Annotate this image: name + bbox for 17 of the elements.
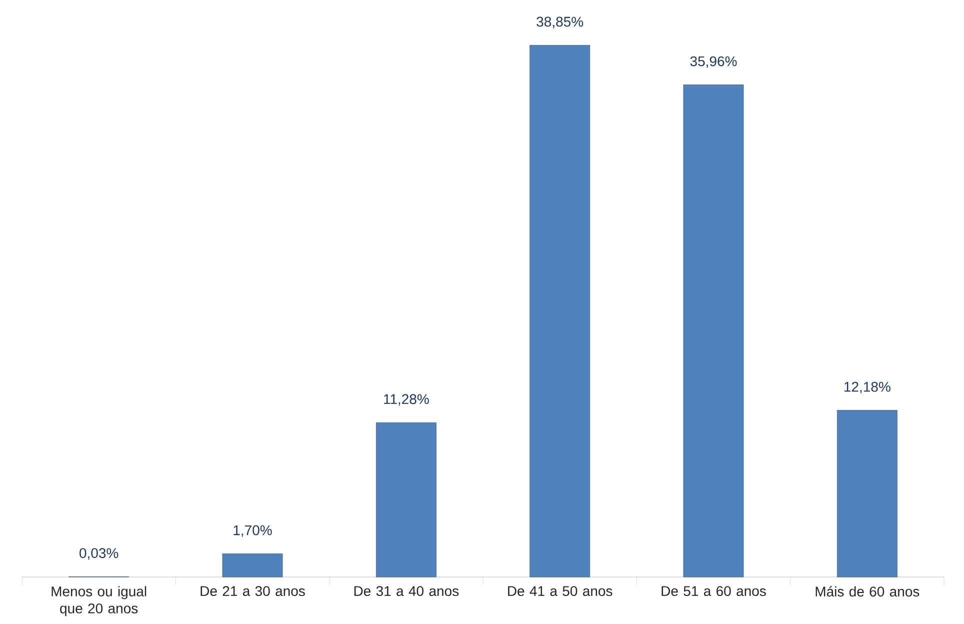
bar: [222, 554, 283, 578]
bar: [530, 44, 590, 578]
data-label: 11,28%: [384, 394, 429, 406]
x-tick-label: De 41 a 50 anos: [508, 586, 612, 596]
x-tick-label: De 31 a 40 anos: [354, 586, 459, 596]
bar: [683, 84, 744, 578]
x-tick-label: De 51 a 60 anos: [662, 586, 766, 596]
data-label: 12,18%: [844, 382, 890, 394]
data-label: 38,85%: [536, 16, 584, 28]
data-label: 1,70%: [234, 525, 272, 537]
x-tick-label: Menos ou igual que 20 anos: [52, 586, 146, 616]
bar: [836, 410, 898, 578]
x-tick-label: Máis de 60 anos: [816, 586, 920, 597]
x-tick-label: De 21 a 30 anos: [200, 586, 305, 596]
data-label: 35,96%: [690, 56, 737, 68]
bar: [376, 422, 436, 578]
data-label: 0,03%: [80, 548, 118, 560]
